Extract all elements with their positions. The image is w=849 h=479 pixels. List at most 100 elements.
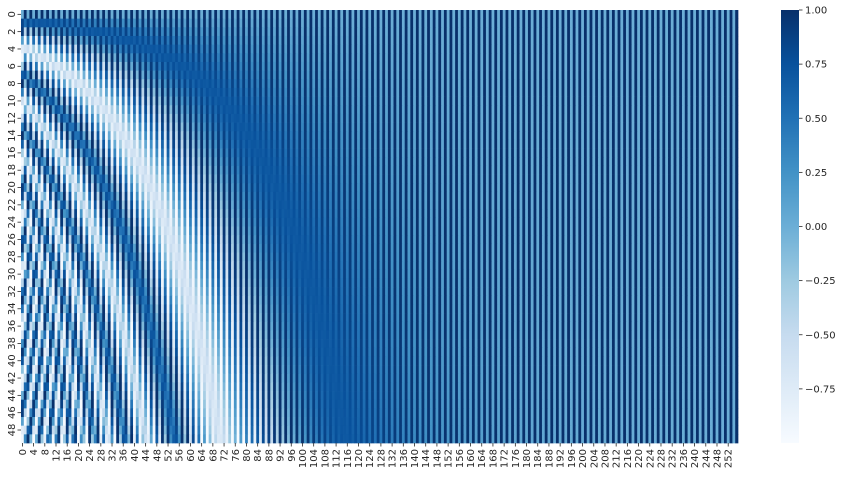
heatmap-cell	[225, 71, 228, 80]
heatmap-cell	[475, 62, 478, 71]
heatmap-cell	[458, 149, 461, 158]
heatmap-cell	[43, 88, 46, 97]
heatmap-cell	[164, 123, 167, 132]
heatmap-cell	[175, 131, 178, 140]
heatmap-cell	[295, 105, 298, 114]
heatmap-cell	[139, 10, 142, 19]
heatmap-cell	[374, 36, 377, 45]
heatmap-cell	[102, 88, 105, 97]
heatmap-cell	[688, 27, 691, 36]
heatmap-cell	[164, 131, 167, 140]
heatmap-cell	[489, 36, 492, 45]
heatmap-cell	[94, 123, 97, 132]
heatmap-cell	[91, 97, 94, 106]
heatmap-cell	[108, 27, 111, 36]
heatmap-cell	[99, 105, 102, 114]
heatmap-cell	[102, 27, 105, 36]
heatmap-cell	[380, 175, 383, 184]
heatmap-cell	[27, 10, 30, 19]
heatmap-cell	[704, 27, 707, 36]
heatmap-cell	[41, 166, 44, 175]
heatmap-cell	[713, 79, 716, 88]
heatmap-cell	[489, 27, 492, 36]
heatmap-cell	[290, 157, 293, 166]
heatmap-cell	[178, 175, 181, 184]
heatmap-cell	[699, 53, 702, 62]
heatmap-cell	[237, 114, 240, 123]
heatmap-cell	[175, 79, 178, 88]
heatmap-cell	[520, 10, 523, 19]
heatmap-cell	[360, 140, 363, 149]
heatmap-cell	[550, 166, 553, 175]
heatmap-cell	[573, 166, 576, 175]
heatmap-cell	[562, 36, 565, 45]
heatmap-cell	[133, 19, 136, 28]
heatmap-cell	[318, 175, 321, 184]
heatmap-cell	[464, 131, 467, 140]
heatmap-cell	[139, 71, 142, 80]
heatmap-cell	[604, 131, 607, 140]
heatmap-cell	[337, 157, 340, 166]
heatmap-cell	[295, 123, 298, 132]
heatmap-cell	[354, 149, 357, 158]
heatmap-cell	[732, 123, 735, 132]
heatmap-cell	[147, 19, 150, 28]
heatmap-cell	[298, 97, 301, 106]
heatmap-cell	[408, 149, 411, 158]
heatmap-cell	[108, 10, 111, 19]
heatmap-cell	[276, 19, 279, 28]
heatmap-cell	[281, 79, 284, 88]
heatmap-cell	[49, 53, 52, 62]
heatmap-cell	[309, 79, 312, 88]
heatmap-cell	[234, 79, 237, 88]
heatmap-cell	[265, 36, 268, 45]
heatmap-cell	[295, 19, 298, 28]
heatmap-cell	[351, 27, 354, 36]
heatmap-cell	[29, 175, 32, 184]
heatmap-cell	[388, 36, 391, 45]
heatmap-cell	[517, 19, 520, 28]
heatmap-cell	[77, 79, 80, 88]
heatmap-cell	[567, 27, 570, 36]
heatmap-cell	[323, 79, 326, 88]
heatmap-cell	[500, 97, 503, 106]
heatmap-cell	[293, 45, 296, 54]
heatmap-cell	[150, 79, 153, 88]
heatmap-cell	[654, 97, 657, 106]
heatmap-cell	[111, 88, 114, 97]
heatmap-cell	[340, 131, 343, 140]
heatmap-cell	[696, 123, 699, 132]
heatmap-cell	[41, 62, 44, 71]
heatmap-cell	[119, 131, 122, 140]
heatmap-cell	[620, 97, 623, 106]
heatmap-cell	[55, 10, 58, 19]
heatmap-cell	[158, 36, 161, 45]
heatmap-cell	[220, 105, 223, 114]
heatmap-cell	[514, 27, 517, 36]
heatmap-cell	[183, 149, 186, 158]
heatmap-cell	[461, 45, 464, 54]
heatmap-cell	[63, 149, 66, 158]
heatmap-cell	[713, 62, 716, 71]
heatmap-cell	[576, 149, 579, 158]
heatmap-cell	[511, 88, 514, 97]
heatmap-cell	[674, 79, 677, 88]
heatmap-cell	[534, 10, 537, 19]
heatmap-cell	[66, 140, 69, 149]
heatmap-cell	[710, 10, 713, 19]
heatmap-cell	[91, 62, 94, 71]
heatmap-cell	[396, 19, 399, 28]
heatmap-cell	[329, 166, 332, 175]
heatmap-cell	[721, 27, 724, 36]
heatmap-cell	[371, 71, 374, 80]
heatmap-cell	[542, 131, 545, 140]
heatmap-cell	[220, 88, 223, 97]
heatmap-cell	[542, 27, 545, 36]
heatmap-cell	[427, 140, 430, 149]
heatmap-cell	[99, 88, 102, 97]
heatmap-cell	[91, 10, 94, 19]
heatmap-cell	[242, 131, 245, 140]
heatmap-cell	[721, 62, 724, 71]
heatmap-cell	[573, 53, 576, 62]
heatmap-cell	[500, 140, 503, 149]
